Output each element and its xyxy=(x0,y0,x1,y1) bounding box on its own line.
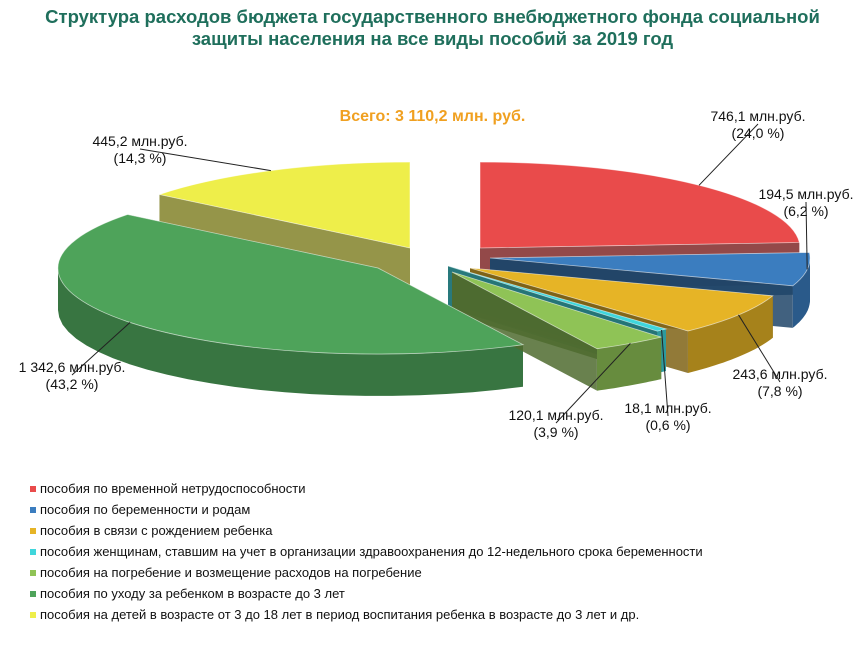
chart-title: Структура расходов бюджета государственн… xyxy=(0,6,865,50)
leader-line xyxy=(661,329,669,417)
pie-slice xyxy=(157,161,411,249)
legend-swatch xyxy=(30,506,36,513)
slice-data-label: 445,2 млн.руб. (14,3 %) xyxy=(80,133,200,167)
legend-swatch xyxy=(30,548,36,555)
chart-title-line-2: защиты населения на все виды пособий за … xyxy=(191,28,674,49)
slice-value-label: 194,5 млн.руб. xyxy=(758,186,854,202)
slice-wall xyxy=(452,272,597,391)
slice-outer-wall xyxy=(688,295,773,373)
slice-outer-wall xyxy=(792,258,810,328)
slice-percent-label: (14,3 %) xyxy=(113,150,167,166)
legend-item: пособия женщинам, ставшим на учет в орга… xyxy=(30,541,703,562)
slice-value-label: 18,1 млн.руб. xyxy=(624,400,712,416)
legend-label: пособия женщинам, ставшим на учет в орга… xyxy=(40,544,703,559)
chart-title-line-1: Структура расходов бюджета государственн… xyxy=(45,6,820,27)
leader-line xyxy=(738,314,781,383)
legend-label: пособия на погребение и возмещение расхо… xyxy=(40,565,422,580)
slice-outer-wall xyxy=(597,337,662,391)
slice-data-label: 120,1 млн.руб. (3,9 %) xyxy=(496,407,616,441)
legend-item: пособия в связи с рождением ребенка xyxy=(30,520,703,541)
slice-data-label: 746,1 млн.руб. (24,0 %) xyxy=(698,108,818,142)
legend-swatch xyxy=(30,590,36,597)
slice-value-label: 243,6 млн.руб. xyxy=(732,366,828,382)
legend-label: пособия по временной нетрудоспособности xyxy=(40,481,306,496)
slice-percent-label: (24,0 %) xyxy=(731,125,785,141)
leader-line xyxy=(71,322,131,376)
slice-percent-label: (43,2 %) xyxy=(45,376,99,392)
legend-swatch xyxy=(30,611,36,618)
legend-label: пособия в связи с рождением ребенка xyxy=(40,523,273,538)
slice-data-label: 194,5 млн.руб. (6,2 %) xyxy=(746,186,865,220)
legend-item: пособия по уходу за ребенком в возрасте … xyxy=(30,583,703,604)
legend-swatch xyxy=(30,527,36,534)
pie-slice xyxy=(479,161,800,249)
leader-line xyxy=(805,201,808,270)
legend-item: пособия на детей в возрасте от 3 до 18 л… xyxy=(30,604,703,625)
leader-line xyxy=(139,148,271,172)
slice-percent-label: (3,9 %) xyxy=(533,424,579,440)
legend-item: пособия на погребение и возмещение расхо… xyxy=(30,562,703,583)
pie-slice xyxy=(469,267,774,332)
legend-label: пособия по беременности и родам xyxy=(40,502,251,517)
slice-data-label: 243,6 млн.руб. (7,8 %) xyxy=(720,366,840,400)
slice-data-label: 1 342,6 млн.руб. (43,2 %) xyxy=(12,359,132,393)
legend-item: пособия по беременности и родам xyxy=(30,499,703,520)
slice-value-label: 1 342,6 млн.руб. xyxy=(18,359,126,375)
total-label: Всего: 3 110,2 млн. руб. xyxy=(339,108,526,125)
legend-label: пособия на детей в возрасте от 3 до 18 л… xyxy=(40,607,640,622)
slice-percent-label: (7,8 %) xyxy=(757,383,803,399)
slice-value-label: 746,1 млн.руб. xyxy=(710,108,806,124)
slice-value-label: 120,1 млн.руб. xyxy=(508,407,604,423)
legend-swatch xyxy=(30,485,36,492)
slice-value-label: 445,2 млн.руб. xyxy=(92,133,188,149)
legend-swatch xyxy=(30,569,36,576)
legend-label: пособия по уходу за ребенком в возрасте … xyxy=(40,586,345,601)
slice-percent-label: (6,2 %) xyxy=(783,203,829,219)
slice-percent-label: (0,6 %) xyxy=(645,417,691,433)
legend: пособия по временной нетрудоспособности … xyxy=(30,478,703,625)
leader-line xyxy=(555,343,631,424)
slice-outer-wall xyxy=(58,268,523,396)
slice-data-label: 18,1 млн.руб. (0,6 %) xyxy=(608,400,728,434)
legend-item: пособия по временной нетрудоспособности xyxy=(30,478,703,499)
leader-line xyxy=(698,123,759,186)
